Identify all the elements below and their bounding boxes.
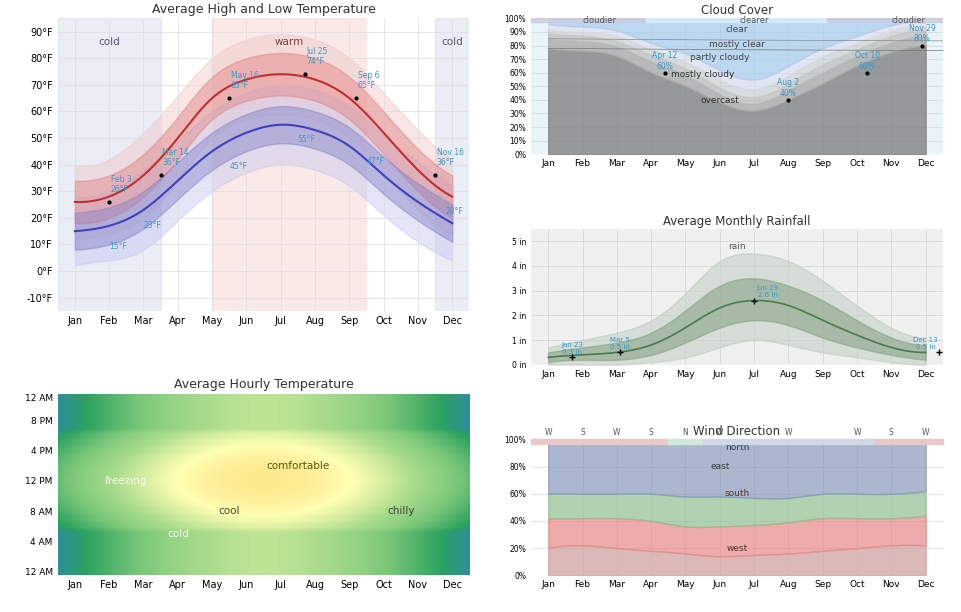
Text: cold: cold [98, 37, 120, 47]
Text: rain: rain [727, 242, 745, 251]
Text: W: W [852, 428, 860, 438]
Text: W: W [784, 428, 791, 438]
Title: Cloud Cover: Cloud Cover [701, 4, 773, 17]
Text: Aug 2
40%: Aug 2 40% [776, 78, 799, 98]
Text: east: east [709, 462, 728, 471]
Text: mostly clear: mostly clear [708, 40, 764, 49]
Text: Nov 16
36°F: Nov 16 36°F [436, 148, 463, 167]
Title: Wind Direction: Wind Direction [693, 425, 779, 438]
Text: chilly: chilly [386, 506, 414, 516]
Bar [804, 439, 839, 444]
Bar [58, 18, 160, 311]
Text: cloudier: cloudier [582, 16, 616, 25]
Text: W: W [612, 428, 620, 438]
Text: clear: clear [725, 25, 748, 34]
Text: clearer: clearer [739, 16, 768, 25]
Bar [668, 439, 702, 444]
Text: 15°F: 15°F [109, 242, 127, 251]
Bar [434, 18, 469, 311]
Text: comfortable: comfortable [266, 461, 329, 471]
Text: W: W [544, 428, 552, 438]
Bar [771, 439, 804, 444]
Bar [530, 18, 646, 23]
Text: 47°F: 47°F [366, 157, 384, 166]
Text: warm: warm [274, 37, 304, 47]
Bar [839, 439, 874, 444]
Text: freezing: freezing [105, 476, 147, 486]
Text: south: south [724, 490, 749, 499]
Bar [599, 439, 633, 444]
Text: Mar 14
36°F: Mar 14 36°F [162, 148, 188, 167]
Text: Jan 23
0.3 in: Jan 23 0.3 in [561, 341, 582, 354]
Text: Mar 5
0.5 in: Mar 5 0.5 in [609, 337, 629, 349]
Text: west: west [726, 544, 747, 553]
Text: 45°F: 45°F [229, 162, 247, 171]
Text: N: N [682, 428, 688, 438]
Bar [646, 18, 826, 23]
Bar [211, 18, 366, 311]
Text: overcast: overcast [700, 95, 738, 105]
Bar [874, 439, 907, 444]
Text: S: S [888, 428, 893, 438]
Text: 23°F: 23°F [143, 220, 161, 230]
Bar [826, 18, 942, 23]
Text: partly cloudy: partly cloudy [689, 53, 749, 62]
Text: cold: cold [167, 529, 188, 539]
Text: Apr 12
60%: Apr 12 60% [652, 51, 677, 70]
Text: S: S [579, 428, 584, 438]
Title: Average Monthly Rainfall: Average Monthly Rainfall [662, 215, 810, 228]
Text: mostly cloudy: mostly cloudy [670, 70, 733, 79]
Title: Average High and Low Temperature: Average High and Low Temperature [152, 3, 375, 16]
Bar [565, 439, 599, 444]
Text: Jun 29
2.6 in: Jun 29 2.6 in [756, 285, 778, 298]
Title: Average Hourly Temperature: Average Hourly Temperature [174, 378, 353, 391]
Bar [530, 439, 565, 444]
Text: W: W [715, 428, 723, 438]
Bar [907, 439, 942, 444]
Text: May 16
65°F: May 16 65°F [231, 71, 259, 90]
Text: cloudier: cloudier [891, 16, 924, 25]
Text: cool: cool [218, 506, 239, 516]
Text: Feb 3
26°F: Feb 3 26°F [111, 174, 132, 194]
Text: cold: cold [441, 37, 462, 47]
Text: S: S [648, 428, 653, 438]
Text: 28°F: 28°F [445, 207, 462, 216]
Text: Jul 25
74°F: Jul 25 74°F [307, 47, 328, 66]
Text: 55°F: 55°F [298, 135, 315, 144]
Text: Oct 10
60%: Oct 10 60% [853, 51, 879, 70]
Text: Sep 6
65°F: Sep 6 65°F [357, 71, 379, 90]
Bar [702, 439, 736, 444]
Bar [736, 439, 771, 444]
Bar [633, 439, 668, 444]
Text: W: W [921, 428, 928, 438]
Text: north: north [724, 443, 749, 452]
Text: Dec 13
0.5 in: Dec 13 0.5 in [912, 337, 937, 349]
Text: Nov 29
80%: Nov 29 80% [908, 24, 935, 43]
